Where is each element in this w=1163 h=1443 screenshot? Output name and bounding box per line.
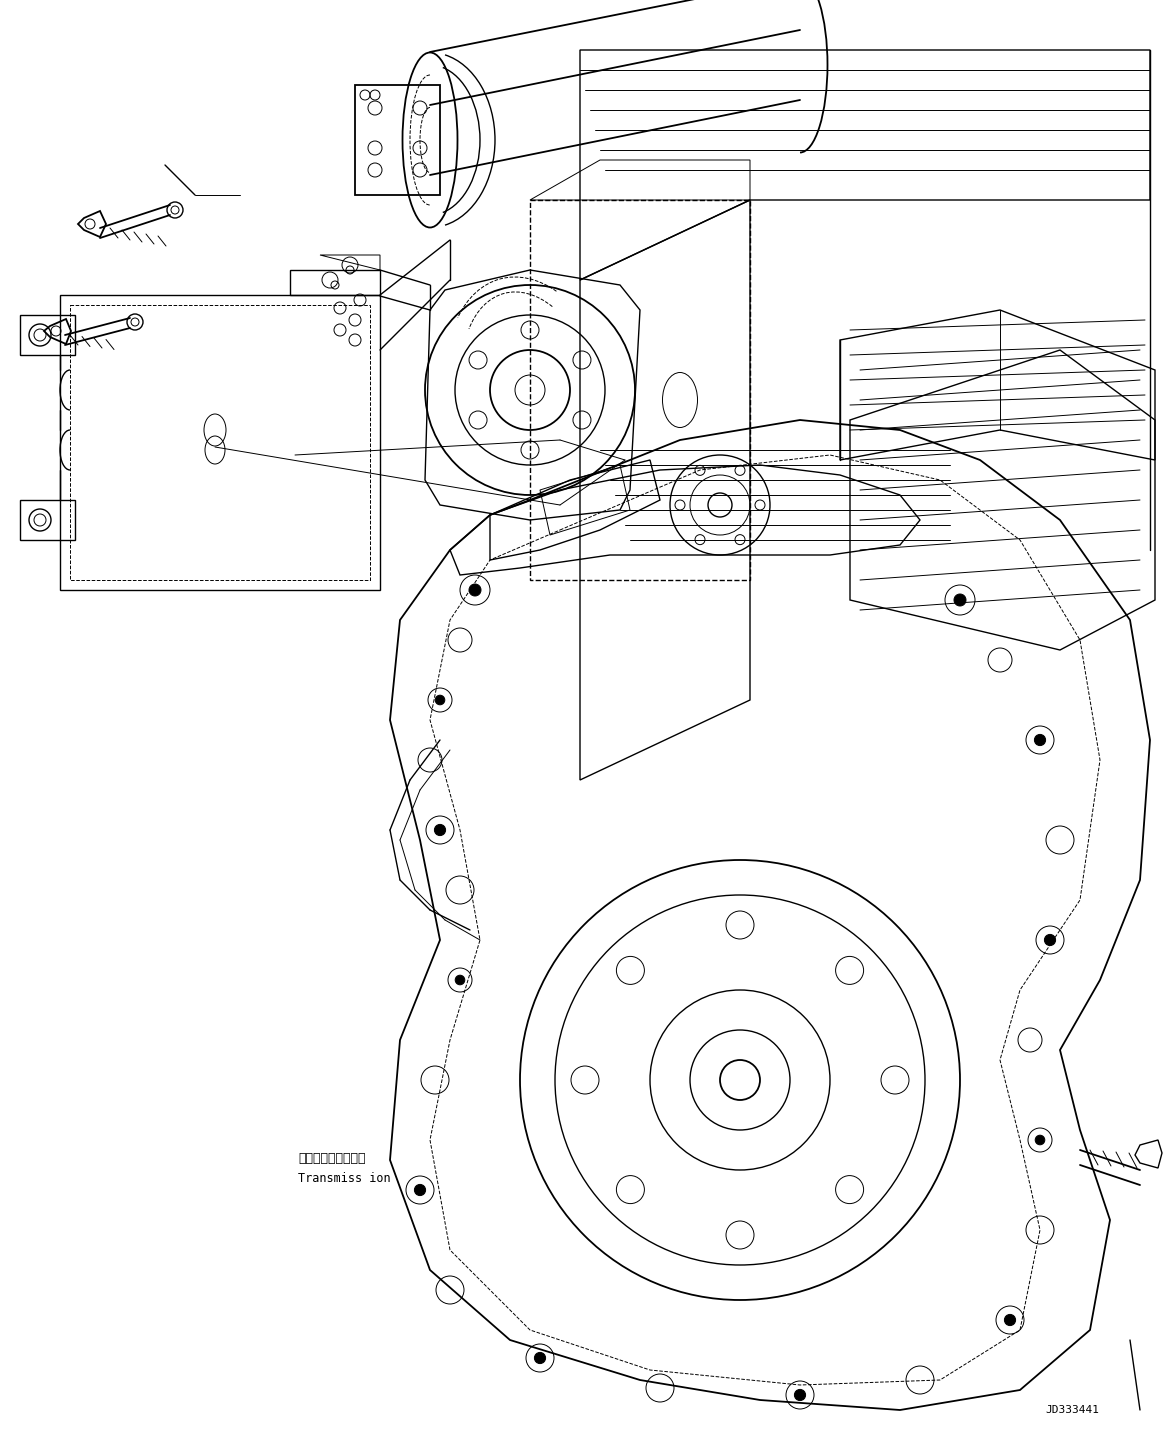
- Text: Transmiss ion: Transmiss ion: [298, 1172, 391, 1185]
- Circle shape: [1035, 1136, 1044, 1144]
- Circle shape: [535, 1352, 545, 1364]
- Circle shape: [469, 584, 481, 596]
- Circle shape: [954, 595, 966, 606]
- Circle shape: [1034, 734, 1046, 746]
- Circle shape: [435, 824, 445, 835]
- Circle shape: [435, 696, 444, 704]
- Circle shape: [1005, 1315, 1015, 1326]
- Circle shape: [1044, 935, 1056, 945]
- Text: JD333441: JD333441: [1046, 1405, 1099, 1416]
- Circle shape: [455, 975, 465, 984]
- Text: トランスミッション: トランスミッション: [298, 1152, 365, 1165]
- Circle shape: [414, 1185, 426, 1196]
- Circle shape: [794, 1390, 806, 1401]
